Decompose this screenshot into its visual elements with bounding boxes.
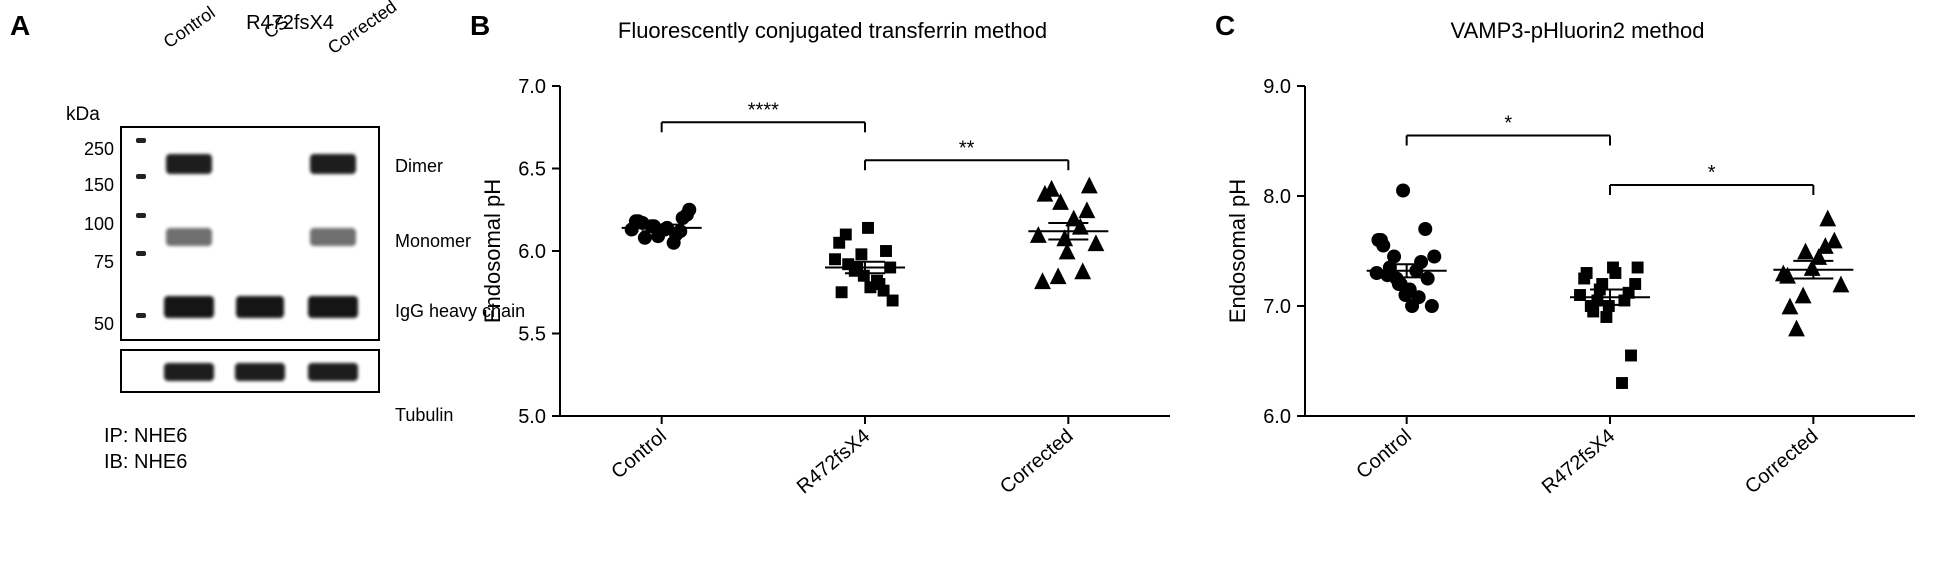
svg-text:5.5: 5.5 xyxy=(518,324,546,346)
ib-label: IB: NHE6 xyxy=(104,449,187,475)
kda-label: kDa xyxy=(66,104,100,126)
svg-text:6.0: 6.0 xyxy=(1263,406,1291,428)
svg-text:R472fsX4: R472fsX4 xyxy=(793,425,874,498)
svg-text:Corrected: Corrected xyxy=(996,425,1077,498)
svg-text:Endosomal pH: Endosomal pH xyxy=(480,179,505,323)
panel-b-title: Fluorescently conjugated transferrin met… xyxy=(470,18,1195,44)
svg-text:*: * xyxy=(1708,162,1716,184)
tubulin-label: Tubulin xyxy=(395,405,453,426)
svg-text:Control: Control xyxy=(607,425,671,483)
panel-b: B Fluorescently conjugated transferrin m… xyxy=(470,10,1195,562)
ip-ib-labels: IP: NHE6 IB: NHE6 xyxy=(104,423,187,475)
chart-c: 6.0 7.0 8.0 9.0 Endosomal pH Control R472fsX4 C… xyxy=(1215,56,1935,556)
svg-text:6.5: 6.5 xyxy=(518,159,546,181)
svg-text:5.0: 5.0 xyxy=(518,406,546,428)
panel-a-label: A xyxy=(10,10,30,42)
blot-annotation: Monomer xyxy=(395,231,471,252)
svg-text:*: * xyxy=(1504,113,1512,135)
mw-marker: 250 xyxy=(84,140,114,158)
svg-text:****: **** xyxy=(748,99,779,121)
panel-c-title: VAMP3-pHluorin2 method xyxy=(1215,18,1940,44)
panel-a: A R472fsX4 kDa 2501501007550 ControlCSCo… xyxy=(10,10,450,562)
blot-area: ControlCSCorrected DimerMonomerIgG heavy… xyxy=(120,80,430,393)
mw-marker: 100 xyxy=(84,215,114,233)
mw-marker: 150 xyxy=(84,176,114,194)
svg-text:Control: Control xyxy=(1352,425,1416,483)
chart-b: 5.0 5.5 6.0 6.5 7.0 Endosomal pH Control R472fs… xyxy=(470,56,1190,556)
svg-text:7.0: 7.0 xyxy=(1263,296,1291,318)
svg-text:Endosomal pH: Endosomal pH xyxy=(1225,179,1250,323)
ip-label: IP: NHE6 xyxy=(104,423,187,449)
svg-text:Corrected: Corrected xyxy=(1741,425,1822,498)
lane-labels: ControlCSCorrected xyxy=(160,40,420,61)
main-blot xyxy=(120,126,380,341)
svg-text:8.0: 8.0 xyxy=(1263,186,1291,208)
mw-marker: 50 xyxy=(94,315,114,333)
svg-text:9.0: 9.0 xyxy=(1263,76,1291,98)
panel-c: C VAMP3-pHluorin2 method 6.07.08.09.0End… xyxy=(1215,10,1940,562)
blot-annotation: Dimer xyxy=(395,156,443,177)
svg-text:R472fsX4: R472fsX4 xyxy=(1538,425,1619,498)
tubulin-blot xyxy=(120,349,380,393)
svg-text:**: ** xyxy=(959,137,975,159)
svg-text:7.0: 7.0 xyxy=(518,76,546,98)
svg-text:6.0: 6.0 xyxy=(518,241,546,263)
mw-marker: 75 xyxy=(94,253,114,271)
